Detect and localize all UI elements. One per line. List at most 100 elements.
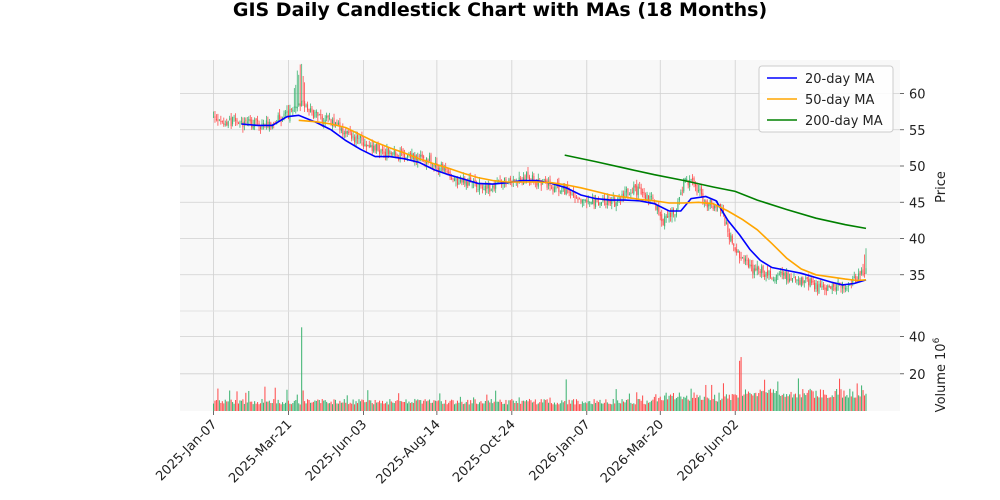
- volume-bar: [218, 400, 220, 411]
- candle-body: [324, 119, 326, 124]
- candle-body: [583, 199, 585, 201]
- volume-bar: [233, 403, 235, 411]
- candle-body: [692, 178, 694, 180]
- volume-bar: [401, 401, 403, 411]
- candle-body: [830, 286, 832, 289]
- volume-bar: [455, 403, 457, 411]
- candle-body: [351, 133, 353, 139]
- candle-body: [371, 144, 373, 151]
- candle-body: [844, 287, 846, 290]
- candle-body: [251, 119, 253, 128]
- volume-bar: [699, 395, 701, 411]
- candle-body: [630, 192, 632, 194]
- volume-bar: [768, 389, 770, 411]
- volume-bar: [742, 395, 744, 411]
- volume-bar: [520, 403, 522, 411]
- volume-bar: [861, 385, 863, 411]
- candle-body: [621, 193, 623, 198]
- volume-bar: [511, 398, 513, 411]
- volume-bar: [620, 403, 622, 411]
- volume-bar: [440, 401, 442, 411]
- candle-body: [841, 282, 844, 289]
- candle-body: [645, 195, 647, 200]
- candle-body: [249, 119, 251, 122]
- volume-bar: [395, 401, 397, 411]
- volume-bar: [749, 392, 751, 411]
- volume-bar: [589, 401, 591, 411]
- volume-bar: [445, 399, 447, 411]
- volume-bar: [387, 404, 389, 411]
- candle-body: [315, 111, 317, 113]
- candle-body: [302, 100, 304, 102]
- candle-body: [811, 278, 813, 284]
- volume-bar: [496, 401, 498, 411]
- volume-bar: [542, 402, 544, 411]
- candle-body: [503, 177, 505, 184]
- x-tick-label: 2026-Mar-20: [598, 417, 667, 486]
- volume-bar: [843, 390, 845, 411]
- volume-bar: [828, 397, 830, 411]
- volume-bar: [849, 388, 851, 411]
- volume-bar: [764, 379, 766, 411]
- volume-bar: [427, 400, 429, 411]
- candle-body: [758, 267, 760, 270]
- volume-bar: [624, 402, 626, 411]
- candle-body: [348, 131, 350, 133]
- candle-body: [308, 108, 310, 112]
- volume-bar: [473, 397, 475, 411]
- volume-bar: [314, 400, 316, 411]
- volume-bar: [548, 402, 550, 411]
- volume-bar: [521, 400, 523, 411]
- candle-body: [484, 185, 486, 192]
- volume-bar: [595, 402, 597, 411]
- volume-bar: [755, 392, 757, 411]
- volume-bar: [518, 397, 520, 411]
- candle-body: [790, 277, 792, 280]
- candle-body: [352, 136, 354, 138]
- candle-body: [792, 277, 794, 282]
- volume-bar: [336, 403, 338, 411]
- candle-body: [445, 168, 447, 171]
- candle-body: [486, 185, 488, 190]
- candle-body: [852, 278, 854, 285]
- volume-bar: [523, 400, 525, 411]
- volume-bar: [284, 402, 287, 411]
- candle-body: [490, 189, 492, 191]
- volume-bar: [343, 399, 345, 411]
- candle-body: [765, 272, 767, 277]
- volume-bar: [859, 396, 861, 411]
- volume-bar: [702, 399, 704, 411]
- candle-body: [796, 279, 798, 282]
- candle-body: [659, 212, 661, 217]
- volume-bar: [437, 400, 439, 411]
- volume-bar: [811, 390, 813, 411]
- candle-body: [596, 200, 598, 202]
- volume-bar: [505, 399, 507, 411]
- volume-bar: [389, 399, 391, 411]
- volume-bar: [640, 400, 642, 411]
- candle-body: [593, 200, 595, 206]
- volume-bar: [718, 392, 720, 411]
- candle-body: [389, 151, 391, 154]
- candle-body: [340, 128, 342, 131]
- volume-bar: [358, 399, 360, 411]
- volume-bar: [506, 404, 508, 411]
- candle-body: [678, 197, 680, 201]
- volume-bar: [831, 395, 833, 411]
- volume-tick-label: 40: [909, 331, 926, 346]
- candle-body: [606, 198, 608, 206]
- x-tick-label: 2025-Aug-14: [374, 417, 444, 487]
- candle-body: [750, 264, 752, 267]
- candle-body: [836, 286, 838, 291]
- candle-body: [797, 279, 799, 281]
- candle-body: [620, 198, 622, 200]
- volume-bar: [257, 402, 259, 411]
- volume-bar: [220, 402, 222, 411]
- volume-bar: [426, 401, 428, 411]
- candle-body: [749, 264, 751, 267]
- volume-bar: [728, 394, 730, 411]
- volume-bar: [492, 403, 494, 411]
- volume-bar: [254, 401, 256, 411]
- candle-body: [420, 154, 422, 157]
- volume-bar: [697, 397, 699, 411]
